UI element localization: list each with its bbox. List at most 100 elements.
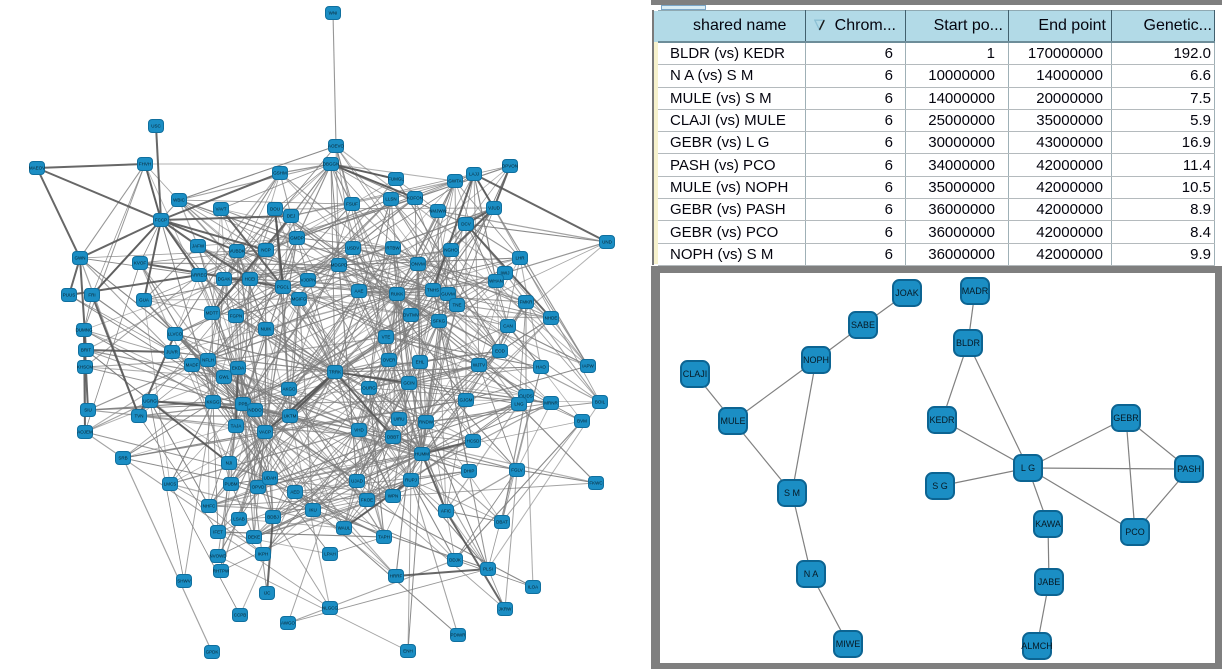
svg-text:FSUF: FSUF xyxy=(346,202,358,207)
svg-text:RTBW: RTBW xyxy=(386,246,400,251)
svg-text:IKPH: IKPH xyxy=(258,552,269,557)
svg-text:FMKR: FMKR xyxy=(520,300,533,305)
svg-text:LLSN: LLSN xyxy=(385,197,396,202)
svg-text:TNHS: TNHS xyxy=(427,288,439,293)
svg-text:MULE: MULE xyxy=(720,416,745,426)
svg-text:USDV: USDV xyxy=(347,246,360,251)
svg-text:JAFW: JAFW xyxy=(192,244,205,249)
svg-text:WHAN: WHAN xyxy=(489,279,503,284)
svg-text:HAO: HAO xyxy=(536,365,546,370)
svg-text:KEDR: KEDR xyxy=(929,415,955,425)
svg-text:EOD: EOD xyxy=(495,349,506,354)
svg-text:CLAJI: CLAJI xyxy=(683,369,708,379)
svg-text:AED: AED xyxy=(290,490,300,495)
svg-text:FKOE: FKOE xyxy=(361,498,373,503)
svg-text:SFKG: SFKG xyxy=(433,319,446,324)
svg-text:BVM: BVM xyxy=(577,419,587,424)
svg-text:HUMM: HUMM xyxy=(415,452,429,457)
svg-text:MRNR: MRNR xyxy=(544,401,558,406)
svg-text:DBBT: DBBT xyxy=(387,435,399,440)
svg-text:N A: N A xyxy=(804,569,819,579)
svg-text:CCPB: CCPB xyxy=(234,613,247,618)
svg-text:BOIL: BOIL xyxy=(595,400,606,405)
svg-text:AOEVO: AOEVO xyxy=(328,144,345,149)
svg-text:WPN: WPN xyxy=(388,494,399,499)
svg-text:LPAH: LPAH xyxy=(324,552,335,557)
svg-text:GSHM: GSHM xyxy=(273,171,287,176)
svg-text:PCO: PCO xyxy=(1125,527,1145,537)
svg-text:VUBDK: VUBDK xyxy=(229,249,245,254)
svg-text:NHFC: NHFC xyxy=(203,504,216,509)
svg-text:MADF: MADF xyxy=(186,363,199,368)
svg-text:VACP: VACP xyxy=(259,430,271,435)
svg-text:GEBR: GEBR xyxy=(1113,413,1139,423)
svg-text:TNE: TNE xyxy=(453,303,462,308)
svg-text:OPVD: OPVD xyxy=(252,485,266,490)
svg-text:IAPW: IAPW xyxy=(582,364,594,369)
svg-text:OLIDS: OLIDS xyxy=(519,394,533,399)
svg-text:DOU: DOU xyxy=(270,207,280,212)
svg-text:PLSI: PLSI xyxy=(483,567,493,572)
svg-text:GUA: GUA xyxy=(139,298,149,303)
svg-text:VTE: VTE xyxy=(382,335,391,340)
svg-text:RHTPW: RHTPW xyxy=(213,569,230,574)
svg-text:OURG: OURG xyxy=(362,386,376,391)
svg-text:NJI: NJI xyxy=(226,461,233,466)
svg-text:AKGO: AKGO xyxy=(282,387,296,392)
svg-text:NMJWW: NMJWW xyxy=(429,209,447,214)
svg-text:MDGPD: MDGPD xyxy=(331,263,349,268)
svg-text:UJAD: UJAD xyxy=(351,479,364,484)
svg-text:NOPH: NOPH xyxy=(803,355,829,365)
svg-text:TRRK: TRRK xyxy=(329,370,341,375)
svg-text:NVOWD: NVOWD xyxy=(209,554,227,559)
svg-text:FHVH: FHVH xyxy=(139,162,151,167)
svg-text:CAN: CAN xyxy=(503,324,513,329)
svg-text:EHL: EHL xyxy=(416,360,425,365)
svg-text:KHSCM: KHSCM xyxy=(77,365,94,370)
svg-text:GWN: GWN xyxy=(75,256,86,261)
svg-text:GWTA: GWTA xyxy=(448,179,461,184)
svg-text:HCSD: HCSD xyxy=(467,439,481,444)
svg-text:LHR: LHR xyxy=(515,256,525,261)
svg-text:PUBM: PUBM xyxy=(224,482,237,487)
svg-text:FRI: FRI xyxy=(88,293,95,298)
svg-text:NCP: NCP xyxy=(261,248,271,253)
svg-text:KVOF: KVOF xyxy=(134,261,147,266)
svg-text:DHIP: DHIP xyxy=(464,469,475,474)
svg-text:DEJ: DEJ xyxy=(287,214,296,219)
svg-text:JOAK: JOAK xyxy=(895,288,919,298)
svg-text:FGPN: FGPN xyxy=(230,314,243,319)
svg-text:AWGO: AWGO xyxy=(281,621,296,626)
svg-text:RUPJ: RUPJ xyxy=(405,478,417,483)
svg-text:PUUS: PUUS xyxy=(63,293,76,298)
svg-text:VHD: VHD xyxy=(354,428,364,433)
svg-text:FCCP: FCCP xyxy=(155,218,167,223)
svg-text:ILOA: ILOA xyxy=(528,585,538,590)
svg-text:NDDO: NDDO xyxy=(248,408,262,413)
svg-text:RUKK: RUKK xyxy=(391,292,404,297)
svg-text:UND: UND xyxy=(602,240,612,245)
svg-text:IJC: IJC xyxy=(264,591,272,596)
svg-text:LNG: LNG xyxy=(514,402,524,407)
svg-text:GPDK: GPDK xyxy=(206,650,219,655)
svg-text:EKDA: EKDA xyxy=(232,366,244,371)
svg-text:WJTV: WJTV xyxy=(473,363,485,368)
svg-text:S G: S G xyxy=(932,481,948,491)
svg-text:FGLV: FGLV xyxy=(511,468,522,473)
svg-text:ALMCH: ALMCH xyxy=(1021,641,1053,651)
svg-text:PPB: PPB xyxy=(238,402,247,407)
svg-text:DBGGN: DBGGN xyxy=(323,162,340,167)
svg-text:WAUL: WAUL xyxy=(338,526,351,531)
svg-text:ENH: ENH xyxy=(403,649,413,654)
svg-text:DGAK: DGAK xyxy=(218,277,231,282)
svg-text:RNDW: RNDW xyxy=(419,420,434,425)
svg-text:BLDR: BLDR xyxy=(956,338,981,348)
svg-text:BDBJ: BDBJ xyxy=(267,515,279,520)
svg-text:UIRU: UIRU xyxy=(394,417,405,422)
svg-text:SRB: SRB xyxy=(118,456,127,461)
svg-text:GUVM: GUVM xyxy=(441,292,455,297)
svg-text:HCEI: HCEI xyxy=(245,277,256,282)
svg-text:UDAH: UDAH xyxy=(264,476,277,481)
svg-text:LSAB: LSAB xyxy=(233,517,245,522)
svg-text:DDJK: DDJK xyxy=(449,558,461,563)
